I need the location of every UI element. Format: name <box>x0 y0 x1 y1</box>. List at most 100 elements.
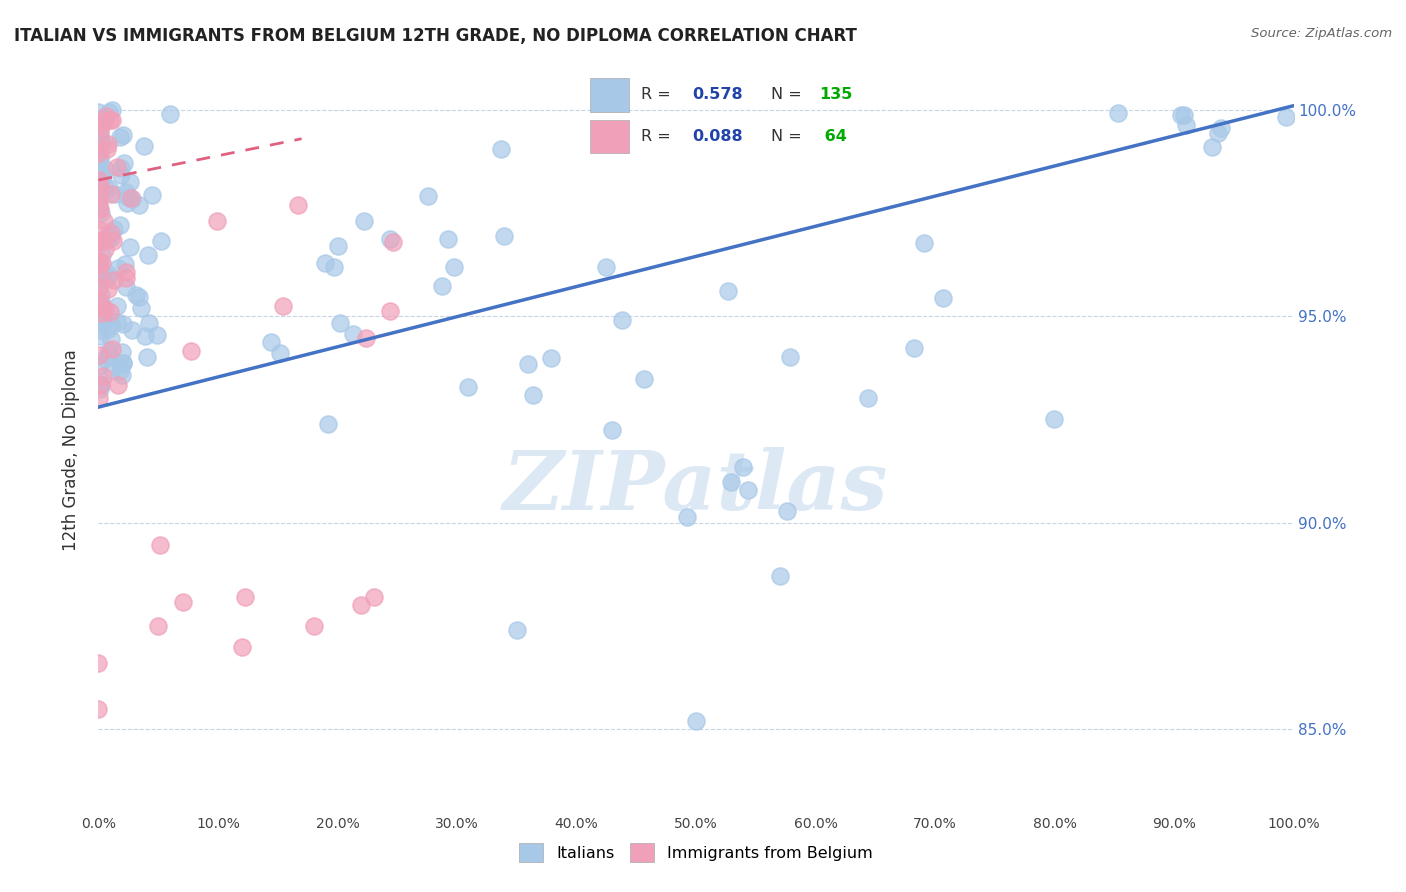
Point <box>100 226 122 240</box>
Point <box>363 590 385 604</box>
Point <box>87 145 110 160</box>
Point <box>326 238 349 252</box>
Point <box>94 352 117 367</box>
Point <box>354 331 377 345</box>
Point <box>136 248 159 262</box>
Point <box>87 259 110 273</box>
Point <box>87 200 110 214</box>
Point <box>93 114 115 128</box>
Point <box>1275 110 1298 124</box>
Point <box>115 186 138 200</box>
Point <box>89 314 111 328</box>
Point <box>353 214 375 228</box>
Point <box>100 231 122 245</box>
Point <box>595 260 617 275</box>
Point <box>134 329 156 343</box>
Point <box>112 317 135 331</box>
Point <box>98 104 121 119</box>
Point <box>97 282 120 296</box>
Point <box>430 279 453 293</box>
Text: N =: N = <box>770 129 807 144</box>
Point <box>90 299 112 313</box>
Point <box>105 315 128 329</box>
Point <box>104 186 127 201</box>
Point <box>97 271 120 285</box>
Point <box>117 195 139 210</box>
Point <box>149 538 172 552</box>
Point <box>89 328 111 343</box>
Point <box>120 191 142 205</box>
Text: N =: N = <box>770 87 807 102</box>
Point <box>110 168 132 182</box>
Point <box>141 188 163 202</box>
Point <box>903 341 925 355</box>
Point <box>96 142 118 156</box>
Point <box>91 305 114 319</box>
Text: Source: ZipAtlas.com: Source: ZipAtlas.com <box>1251 27 1392 40</box>
Point <box>108 358 131 372</box>
FancyBboxPatch shape <box>589 78 628 112</box>
Point <box>93 214 115 228</box>
Point <box>128 198 150 212</box>
Text: ITALIAN VS IMMIGRANTS FROM BELGIUM 12TH GRADE, NO DIPLOMA CORRELATION CHART: ITALIAN VS IMMIGRANTS FROM BELGIUM 12TH … <box>14 27 856 45</box>
Point <box>1173 108 1195 122</box>
Point <box>489 142 512 156</box>
Point <box>717 284 740 298</box>
Point <box>87 701 110 715</box>
Point <box>342 326 364 341</box>
Point <box>101 234 124 248</box>
Point <box>112 156 135 170</box>
Point <box>89 186 111 200</box>
Point <box>731 459 754 474</box>
Point <box>111 356 134 370</box>
Point <box>89 359 111 373</box>
Y-axis label: 12th Grade, No Diploma: 12th Grade, No Diploma <box>62 350 80 551</box>
Point <box>492 229 515 244</box>
Point <box>776 504 799 518</box>
Point <box>378 232 401 246</box>
Point <box>87 142 110 156</box>
Point <box>107 260 129 275</box>
Point <box>89 126 111 140</box>
Point <box>1201 139 1223 153</box>
Point <box>87 105 110 120</box>
Point <box>128 289 150 303</box>
Point <box>329 316 352 330</box>
Text: 0.088: 0.088 <box>692 129 742 144</box>
Point <box>100 332 122 346</box>
Point <box>111 128 134 143</box>
Point <box>135 350 157 364</box>
Point <box>89 293 111 307</box>
Point <box>89 202 111 216</box>
Legend: Italians, Immigrants from Belgium: Italians, Immigrants from Belgium <box>513 837 879 869</box>
Point <box>93 162 115 177</box>
Point <box>100 318 122 332</box>
Point <box>522 387 544 401</box>
Point <box>205 214 228 228</box>
Text: 135: 135 <box>820 87 852 102</box>
Point <box>87 194 110 208</box>
Point <box>89 149 111 163</box>
Text: R =: R = <box>641 87 676 102</box>
Point <box>516 358 538 372</box>
Point <box>912 235 935 250</box>
Point <box>87 261 110 276</box>
Point <box>97 227 120 241</box>
Point <box>1107 105 1129 120</box>
Point <box>633 371 655 385</box>
Point <box>89 181 111 195</box>
Point <box>233 590 256 604</box>
Point <box>91 368 114 383</box>
Point <box>287 198 309 212</box>
Point <box>89 255 111 269</box>
Point <box>89 235 111 249</box>
Point <box>506 623 529 637</box>
Point <box>437 232 460 246</box>
Point <box>260 334 283 349</box>
Point <box>108 364 131 378</box>
Point <box>98 305 121 319</box>
Point <box>1206 126 1229 140</box>
Point <box>231 640 253 654</box>
Point <box>90 206 112 220</box>
Point <box>89 294 111 309</box>
